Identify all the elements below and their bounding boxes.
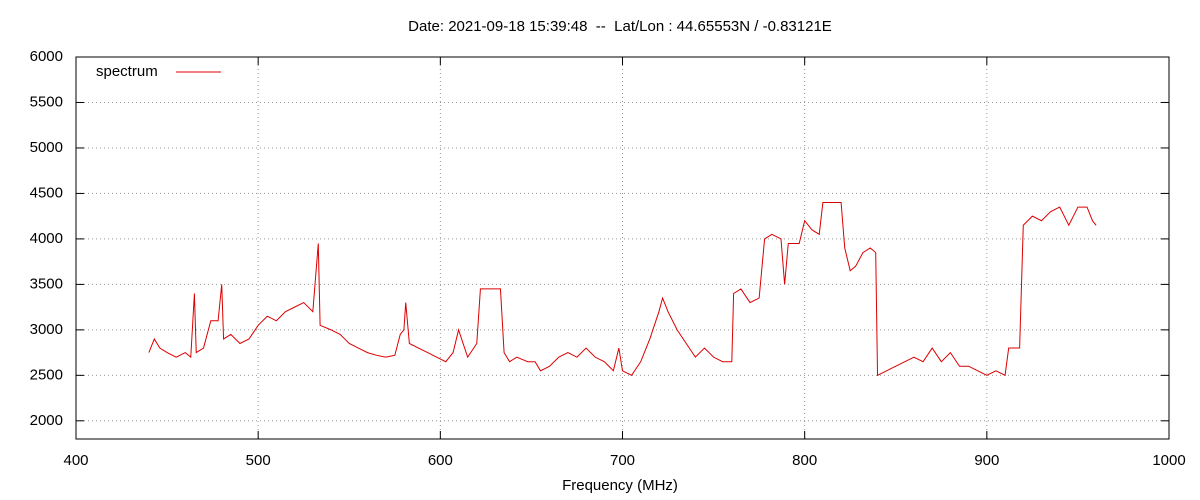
y-tick-label: 5000 xyxy=(30,139,63,156)
plot-frame xyxy=(75,56,1170,440)
x-tick-label: 500 xyxy=(246,452,271,469)
y-tick-label: 4000 xyxy=(30,230,63,247)
y-tick-label: 4500 xyxy=(30,184,63,201)
y-tick-label: 5500 xyxy=(30,93,63,110)
y-tick-label: 2500 xyxy=(30,366,63,383)
y-tick-label: 6000 xyxy=(30,48,63,65)
x-tick-label: 700 xyxy=(610,452,635,469)
chart-title: Date: 2021-09-18 15:39:48 -- Lat/Lon : 4… xyxy=(408,18,832,35)
x-tick-label: 400 xyxy=(63,452,88,469)
x-tick-label: 800 xyxy=(792,452,817,469)
x-tick-label: 600 xyxy=(428,452,453,469)
y-tick-label: 3000 xyxy=(30,321,63,338)
legend-label: spectrum xyxy=(96,63,158,80)
x-axis-label: Frequency (MHz) xyxy=(562,477,678,494)
spectrum-line xyxy=(148,202,1097,377)
y-tick-label: 2000 xyxy=(30,412,63,429)
x-tick-label: 1000 xyxy=(1152,452,1185,469)
y-tick-label: 3500 xyxy=(30,275,63,292)
x-tick-label: 900 xyxy=(974,452,999,469)
